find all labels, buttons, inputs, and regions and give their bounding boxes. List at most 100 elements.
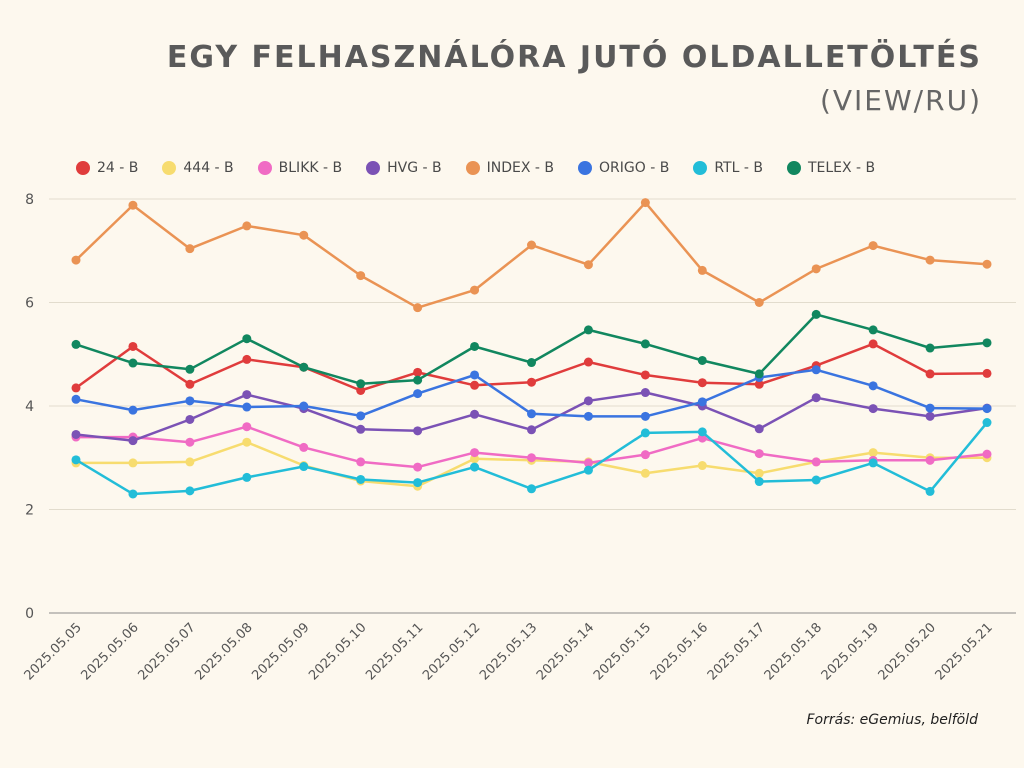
data-point-24-b [470,380,480,390]
data-point-444-b [754,468,764,478]
data-point-origo-b [299,401,309,411]
data-point-index-b [470,285,480,295]
data-point-index-b [128,200,138,210]
data-point-24-b [185,379,195,389]
data-point-index-b [697,265,707,275]
data-point-blikk-b [583,458,593,468]
data-point-index-b [71,255,81,265]
data-point-blikk-b [925,455,935,465]
data-point-rtl-b [356,474,366,484]
x-tick-label: 2025.05.07 [135,620,198,683]
data-point-24-b [868,339,878,349]
data-point-blikk-b [299,442,309,452]
data-point-blikk-b [697,433,707,443]
x-tick-label: 2025.05.10 [306,620,369,683]
y-tick-label: 0 [25,606,34,622]
x-tick-label: 2025.05.18 [762,620,825,683]
legend-marker [578,161,592,175]
legend-label: INDEX - B [486,160,554,176]
data-point-blikk-b [185,437,195,447]
data-point-24-b [242,354,252,364]
data-point-index-b [868,241,878,251]
data-point-origo-b [697,397,707,407]
data-point-24-b [697,378,707,388]
data-point-hvg-b [71,429,81,439]
legend-item: TELEX - B [786,160,876,176]
data-point-telex-b [925,343,935,353]
data-point-telex-b [640,339,650,349]
data-point-rtl-b [128,489,138,499]
data-point-origo-b [413,389,423,399]
data-point-rtl-b [868,458,878,468]
data-point-444-b [185,457,195,467]
legend-item: BLIKK - B [257,160,343,176]
data-point-index-b [413,303,423,313]
data-point-telex-b [982,338,992,348]
y-tick-label: 8 [25,192,34,208]
data-point-rtl-b [527,484,536,494]
data-point-index-b [640,198,650,208]
data-point-rtl-b [583,465,593,475]
data-point-telex-b [470,341,480,351]
data-point-telex-b [128,358,138,368]
legend-item: RTL - B [693,160,763,176]
data-point-origo-b [811,365,821,375]
data-point-hvg-b [640,388,650,398]
legend-label: ORIGO - B [599,160,670,176]
legend-label: TELEX - B [807,160,876,176]
data-point-hvg-b [811,393,821,403]
legend-marker [76,161,90,175]
data-point-24-b [925,369,935,379]
y-tick-label: 4 [25,399,34,415]
data-point-444-b [868,448,878,458]
data-point-hvg-b [185,414,195,424]
data-point-rtl-b [982,418,992,428]
data-point-hvg-b [470,409,480,419]
data-point-rtl-b [470,462,480,472]
data-point-telex-b [527,358,536,368]
data-point-rtl-b [185,486,195,496]
data-point-hvg-b [242,390,252,400]
data-point-index-b [356,271,366,281]
x-tick-label: 2025.05.14 [534,620,597,683]
data-point-telex-b [185,364,195,374]
data-point-hvg-b [356,424,366,434]
data-point-blikk-b [413,462,423,472]
x-tick-label: 2025.05.05 [22,620,85,683]
data-point-telex-b [413,375,423,385]
series-line-index-b [75,201,988,309]
chart-subtitle: (VIEW/RU) [819,84,982,117]
data-point-24-b [754,379,764,389]
data-point-hvg-b [527,425,536,435]
data-point-rtl-b [697,427,707,437]
x-tick-label: 2025.05.20 [876,620,939,683]
data-point-444-b [640,468,650,478]
legend-item: INDEX - B [465,160,554,176]
x-tick-label: 2025.05.11 [363,620,426,683]
data-point-rtl-b [242,472,252,482]
data-point-blikk-b [242,422,252,432]
legend-item: 24 - B [76,160,138,176]
legend-label: BLIKK - B [278,160,343,176]
data-point-444-b [470,454,480,464]
data-point-blikk-b [470,448,480,458]
data-point-origo-b [527,409,536,419]
data-point-index-b [982,259,992,269]
data-point-444-b [242,437,252,447]
data-point-index-b [583,260,593,270]
data-point-telex-b [299,362,309,372]
data-point-blikk-b [811,457,821,467]
data-point-24-b [356,385,366,395]
data-point-index-b [299,230,309,240]
data-point-24-b [583,357,593,367]
data-point-index-b [242,221,252,231]
data-point-index-b [185,244,195,254]
x-tick-label: 2025.05.17 [705,620,768,683]
legend-label: RTL - B [714,160,763,176]
source-note: Forrás: eGemius, belföld [806,712,979,728]
data-point-hvg-b [583,396,593,406]
data-point-rtl-b [299,462,309,472]
legend-item: ORIGO - B [578,160,669,176]
x-tick-label: 2025.05.13 [477,620,540,683]
